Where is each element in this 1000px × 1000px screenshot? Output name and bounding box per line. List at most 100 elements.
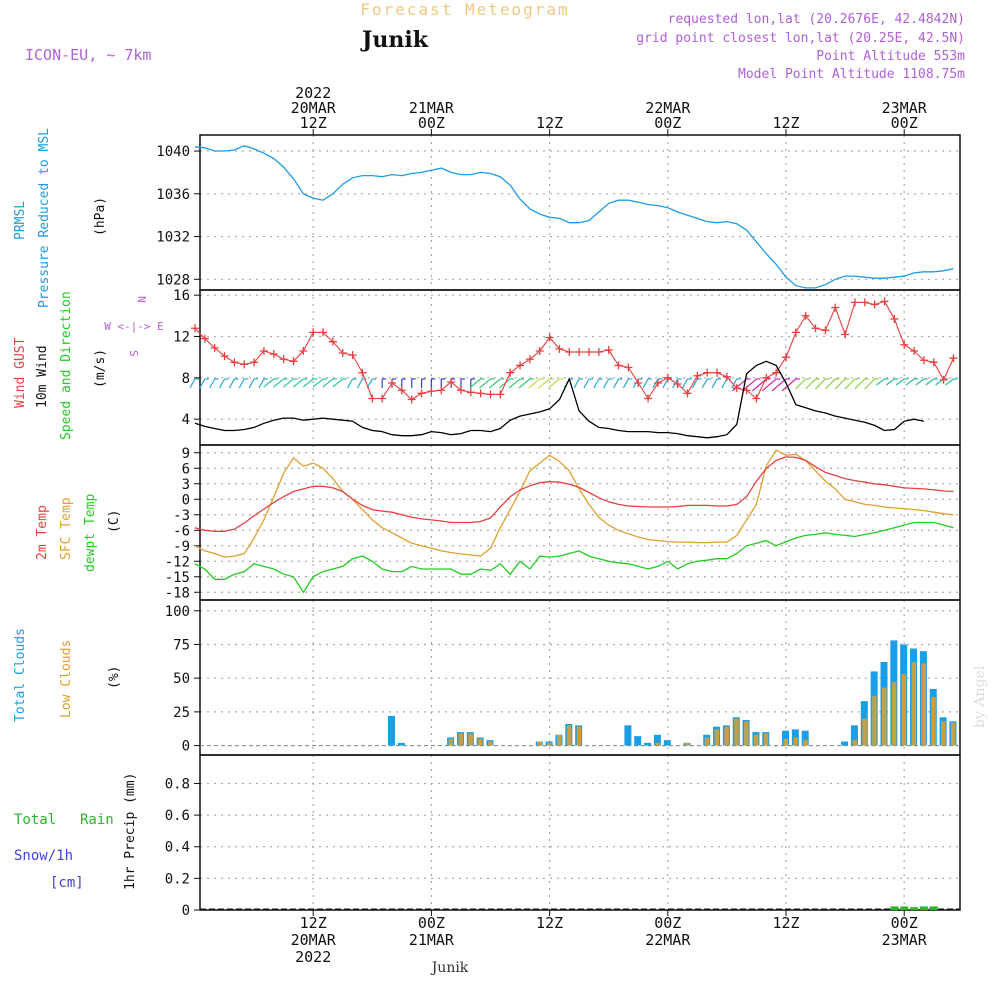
model-altitude: Model Point Altitude 1108.75m [738,67,965,82]
gust-marker [545,333,554,342]
low-cloud-bar [685,742,690,746]
gust-marker [880,297,889,306]
wind-arrow [199,378,206,389]
wind-arrow [548,378,560,389]
gust-marker [289,357,298,366]
gust-marker [250,358,259,367]
y-tick-label: 0.2 [165,871,190,887]
low-cloud-bar [882,687,887,746]
rain-bar [919,906,928,910]
wind-arrow [302,378,314,388]
wind-arrow [854,378,866,390]
gust-marker [506,368,515,377]
temp-2m-label: 2m Temp [35,505,50,560]
wind-arrow [573,378,580,389]
gust-marker [939,375,948,384]
bottom-time-label: 00Z [418,914,445,932]
gust-marker [230,358,239,367]
gust-marker [782,353,790,362]
gust-marker [585,348,593,356]
top-time-label: 12Z [772,114,799,132]
gust-marker [299,346,308,355]
bottom-time-label: 00Z [891,914,918,932]
gust-marker [427,387,436,396]
compass-n: N [135,296,148,303]
wind-arrow [528,378,541,389]
wind-arrow [805,378,816,390]
low-cloud-bar [704,737,710,746]
wind-arrow [613,378,620,389]
wind10m-line [194,360,925,439]
low-cloud-bar [724,726,729,746]
y-tick-label: 1028 [156,272,190,288]
wind-arrow [662,378,669,389]
low-cloud-bar [655,742,660,746]
total-rain-label-b: Rain [80,812,114,828]
y-tick-label: -18 [165,585,190,601]
temp-unit: (C) [107,510,122,533]
compass-ew: W <-|-> E [104,320,164,333]
y-tick-label: 0 [182,492,190,508]
y-tick-label: 25 [173,705,190,721]
wind-unit: (m/s) [93,349,108,388]
wind-arrow [283,378,294,388]
low-cloud-bar [488,741,493,746]
low-cloud-bar [714,729,720,746]
total-cloud-bar [644,742,652,746]
clouds-unit: (%) [107,666,122,689]
y-tick-label: -9 [173,539,190,555]
gust-marker [447,377,456,386]
low-cloud-bar [753,734,759,746]
low-cloud-bar [911,662,917,746]
gust-marker [565,348,574,356]
gust-marker [841,330,850,339]
gust-marker [368,394,377,403]
wind-arrow [228,378,235,389]
gust-marker [210,343,219,352]
gust-marker [240,360,249,369]
point-altitude: Point Altitude 553m [816,49,965,64]
gust-marker [772,368,781,377]
gust-marker [456,386,465,395]
low-cloud-bar [478,738,483,746]
snow-unit-label: [cm] [50,875,84,891]
low-cloud-bar [744,721,749,746]
gust-marker [269,350,278,359]
wind-arrow [238,378,245,389]
wind-arrow [273,378,285,388]
top-time-label: 20MAR [291,99,337,117]
y-tick-label: 100 [165,604,190,620]
gust-marker [653,379,662,387]
low-cloud-bar [763,733,769,746]
gust-marker [525,355,534,364]
y-tick-label: 4 [182,412,190,428]
y-tick-label: 0.4 [165,840,190,856]
low-cloud-bar [901,674,907,746]
bottom-time-label: 20MAR [291,931,337,949]
gust-marker [929,358,938,367]
y-tick-label: -15 [165,570,190,586]
wind-frame [199,289,961,446]
gust-marker [516,361,525,370]
gust-marker [466,388,475,397]
gust-marker [663,373,672,382]
low-cloud-bar [734,718,739,746]
low-cloud-bar [921,663,926,746]
low-cloud-bar [941,721,946,746]
gust-marker [732,384,741,393]
low-cloud-bar [803,740,808,746]
bottom-time-label: 23MAR [882,931,928,949]
wind-arrow [834,378,846,390]
station-title: Junik [360,27,429,53]
gust-marker [437,386,446,395]
wind-arrow [711,378,718,389]
bottom-time-label: 22MAR [645,931,691,949]
low-cloud-bar [891,682,897,746]
pressure-label-desc: Pressure Reduced to MSL [37,128,52,308]
low-cloud-bar [931,697,936,746]
bottom-time-label: 12Z [300,914,327,932]
gust-marker [890,314,899,323]
total-cloud-bar [653,734,661,746]
total-cloud-bar [782,730,789,746]
wind-arrow [593,378,600,389]
